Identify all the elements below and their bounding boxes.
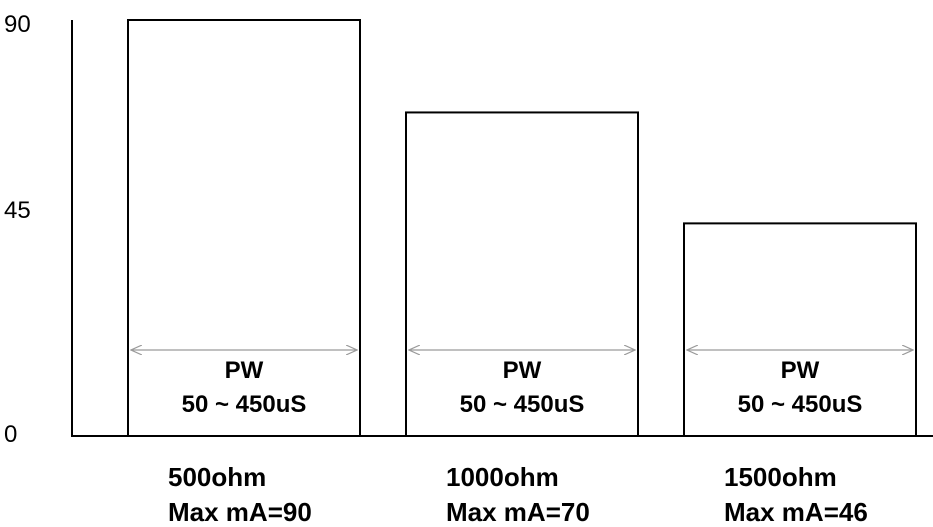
pw-label: PW: [781, 357, 820, 384]
bars-group: PW 50 ~ 450uS PW 50 ~ 450uS PW 50 ~ 450uS: [127, 19, 917, 437]
pw-range-label: 50 ~ 450uS: [460, 391, 585, 418]
pw-label: PW: [225, 357, 264, 384]
y-tick-label-top: 90: [4, 11, 31, 38]
category-max-ma-label: Max mA=46: [724, 497, 868, 527]
bar-500ohm: [127, 19, 361, 437]
category-label: 1500ohm: [724, 462, 837, 492]
category-label: 500ohm: [168, 462, 266, 492]
category-label: 1000ohm: [446, 462, 559, 492]
pw-range-label: 50 ~ 450uS: [738, 391, 863, 418]
category-max-ma-label: Max mA=90: [168, 497, 312, 527]
y-tick-label-mid: 45: [4, 197, 31, 224]
bar-1500ohm: [683, 222, 917, 437]
pw-range-label: 50 ~ 450uS: [182, 391, 307, 418]
pw-label: PW: [503, 357, 542, 384]
category-labels-group: 500ohm Max mA=90 1000ohm Max mA=70 1500ohm Ma…: [168, 462, 868, 527]
bar-1000ohm: [405, 111, 639, 437]
y-tick-label-zero: 0: [4, 421, 17, 448]
category-max-ma-label: Max mA=70: [446, 497, 590, 527]
